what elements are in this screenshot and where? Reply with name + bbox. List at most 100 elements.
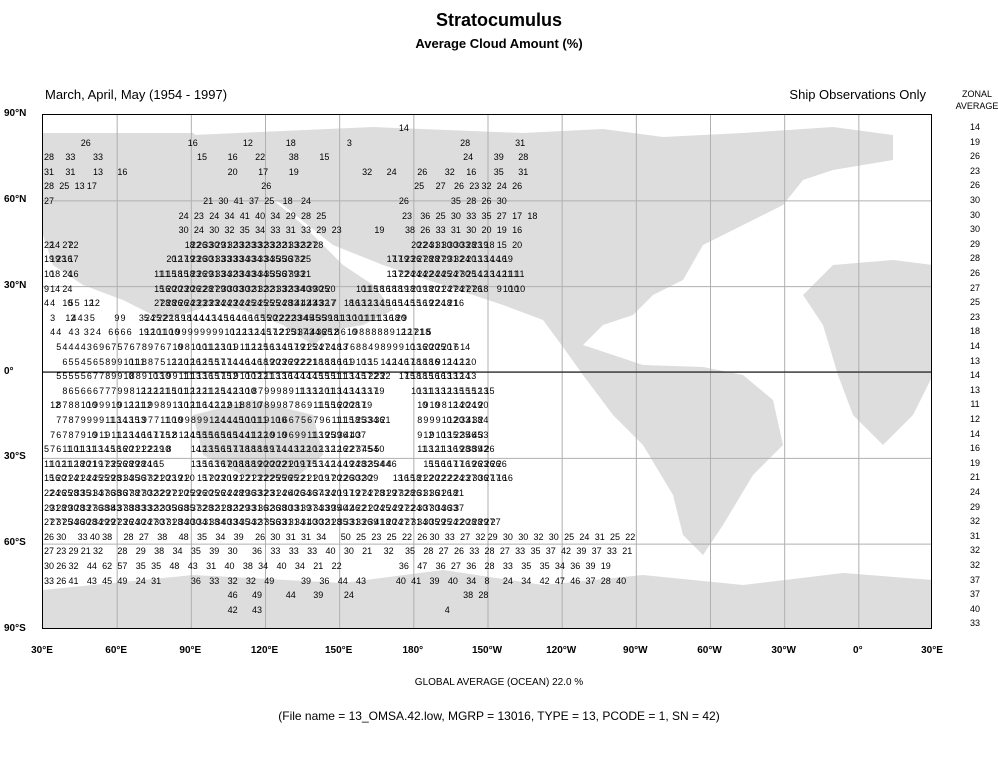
cloud-amount-value: 14 [200,312,211,323]
cloud-amount-value: 18 [484,239,495,250]
cloud-amount-value: 16 [135,429,146,440]
cloud-amount-value: 33 [245,502,256,513]
cloud-amount-value: 16 [203,458,214,469]
cloud-amount-value: 18 [441,298,452,309]
cloud-amount-value: 16 [398,356,409,367]
cloud-amount-value: 12 [166,429,177,440]
cloud-amount-value: 12 [252,371,263,382]
cloud-amount-value: 28 [44,152,55,163]
cloud-amount-value: 9 [307,400,313,411]
cloud-amount-value: 10 [509,283,520,294]
lat-label: 60°N [4,193,27,205]
zonal-average-value: 29 [969,501,980,512]
cloud-amount-value: 31 [203,517,214,528]
cloud-amount-value: 16 [435,371,446,382]
cloud-amount-value: 27 [44,196,55,206]
cloud-amount-value: 18 [389,312,400,323]
cloud-amount-value: 9 [92,415,98,425]
cloud-amount-value: 23 [264,488,275,498]
cloud-amount-value: 5 [80,371,86,382]
cloud-amount-value: 9 [276,385,282,396]
cloud-amount-value: 10 [111,400,122,411]
cloud-amount-value: 21 [380,415,391,425]
cloud-amount-value: 19 [478,239,489,250]
world-map [43,115,931,628]
cloud-amount-value: 8 [417,415,423,425]
cloud-amount-value: 8 [129,385,135,396]
cloud-amount-value: 36 [258,502,269,513]
cloud-amount-value: 26 [282,473,293,484]
cloud-amount-value: 25 [245,298,256,309]
cloud-amount-value: 24 [184,298,195,309]
cloud-amount-value: 9 [80,429,86,440]
cloud-amount-value: 20 [325,283,336,294]
cloud-amount-value: 20 [227,458,238,469]
cloud-amount-value: 22 [356,502,367,513]
cloud-amount-value: 18 [282,196,293,206]
cloud-amount-value: 24 [453,283,464,294]
cloud-amount-value: 32 [319,517,330,528]
cloud-amount-value: 22 [264,473,275,484]
cloud-amount-value: 28 [466,517,477,528]
cloud-amount-value: 8 [380,342,386,352]
cloud-amount-value: 25 [466,269,477,279]
cloud-amount-value: 18 [325,356,336,367]
cloud-amount-value: 30 [349,473,360,484]
cloud-amount-value: 30 [218,196,229,206]
cloud-amount-value: 22 [417,239,428,250]
cloud-amount-value: 14 [276,342,287,352]
cloud-amount-value: 12 [294,444,305,455]
cloud-amount-value: 29 [386,488,397,498]
cloud-amount-value: 28 [56,502,67,513]
cloud-amount-value: 24 [80,473,91,484]
cloud-amount-value: 22 [337,473,348,484]
cloud-amount-value: 25 [609,531,620,542]
cloud-amount-value: 24 [343,590,354,601]
cloud-amount-value: 33 [291,312,302,323]
cloud-amount-value: 26 [411,488,422,498]
cloud-amount-value: 8 [68,415,74,425]
cloud-amount-value: 33 [362,415,373,425]
cloud-amount-value: 15 [325,400,336,411]
cloud-amount-value: 21 [622,546,633,557]
cloud-amount-value: 14 [398,123,409,133]
cloud-amount-value: 21 [178,473,189,484]
cloud-amount-value: 35 [539,561,550,571]
cloud-amount-value: 7 [258,385,264,396]
cloud-amount-value: 6 [108,327,114,338]
cloud-amount-value: 20 [478,400,489,411]
cloud-amount-value: 33 [447,502,458,513]
cloud-amount-value: 22 [380,371,391,382]
cloud-amount-value: 14 [282,444,293,455]
cloud-amount-value: 25 [322,327,333,338]
cloud-amount-value: 23 [56,254,67,265]
zonal-average-value: 31 [969,530,980,541]
cloud-amount-value: 32 [362,458,373,469]
cloud-amount-value: 18 [252,444,263,455]
cloud-amount-value: 25 [270,298,281,309]
cloud-amount-value: 42 [227,604,238,615]
cloud-amount-value: 16 [236,312,247,323]
cloud-amount-value: 24 [325,342,336,352]
cloud-amount-value: 20 [178,488,189,498]
cloud-amount-value: 18 [285,137,296,148]
cloud-amount-value: 19 [264,444,275,455]
cloud-amount-value: 25 [264,298,275,309]
cloud-amount-value: 27 [138,531,149,542]
cloud-amount-value: 23 [460,473,471,484]
cloud-amount-value: 35 [138,312,149,323]
cloud-amount-value: 34 [313,502,324,513]
cloud-amount-value: 7 [288,400,294,411]
cloud-amount-value: 29 [160,488,171,498]
cloud-amount-value: 42 [300,298,311,309]
cloud-amount-value: 15 [154,458,165,469]
cloud-amount-value: 7 [62,415,68,425]
cloud-amount-value: 36 [466,561,477,571]
cloud-amount-value: 14 [203,400,214,411]
cloud-amount-value: 34 [417,517,428,528]
cloud-amount-value: 9 [212,327,218,338]
cloud-amount-value: 10 [346,312,357,323]
cloud-amount-value: 40 [337,502,348,513]
cloud-amount-value: 36 [478,473,489,484]
cloud-amount-value: 17 [453,458,464,469]
